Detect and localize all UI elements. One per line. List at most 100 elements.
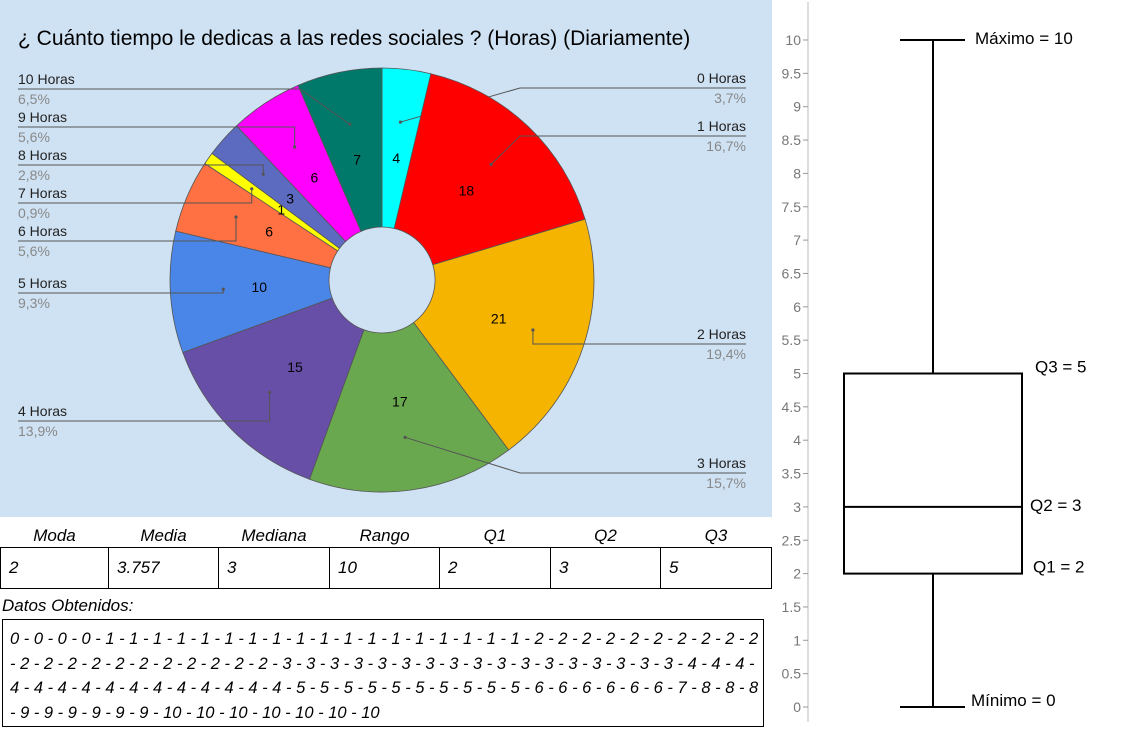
datos-title: Datos Obtenidos: <box>2 596 134 615</box>
leader-dot-2-horas <box>531 328 535 332</box>
pie-legend-label-8-horas: 8 Horas <box>18 147 67 163</box>
pie-legend-percent-5-horas: 9,3% <box>18 295 50 311</box>
pie-legend-percent-8-horas: 2,8% <box>18 167 50 183</box>
pie-legend-label-3-horas: 3 Horas <box>697 455 746 471</box>
pie-value-label-7-horas: 1 <box>277 201 285 217</box>
leader-line-2-horas <box>532 330 746 345</box>
pie-legend-percent-1-horas: 16,7% <box>706 138 746 154</box>
leader-line-3-horas <box>404 436 746 474</box>
min-label: Mínimo = 0 <box>971 691 1056 710</box>
stats-value-q1: 2 <box>439 547 551 589</box>
leader-dot-0-horas <box>398 120 403 124</box>
stats-value-moda: 2 <box>0 547 109 589</box>
pie-value-label-6-horas: 6 <box>265 223 273 239</box>
leader-dot-1-horas <box>489 162 493 166</box>
y-tick-label-2-5: 2.5 <box>782 532 802 548</box>
stats-value-mediana: 3 <box>218 547 330 589</box>
pie-legend-label-10-horas: 10 Horas <box>18 71 75 87</box>
y-tick-label-6: 6 <box>793 299 801 315</box>
pie-legend-percent-6-horas: 5,6% <box>18 243 50 259</box>
leader-line-6-horas <box>18 217 237 242</box>
q2-label: Q2 = 3 <box>1030 496 1082 515</box>
stats-header-q2: Q2 <box>594 526 617 545</box>
stats-value-row: 2 3.757 3 10 2 3 5 <box>0 547 772 589</box>
pie-legend-percent-4-horas: 13,9% <box>18 423 58 439</box>
y-tick-label-1: 1 <box>793 632 801 648</box>
pie-legend-percent-9-horas: 5,6% <box>18 129 50 145</box>
leader-dot-6-horas <box>234 215 238 219</box>
stats-table: Moda Media Mediana Rango Q1 Q2 Q3 2 3.75… <box>0 525 772 589</box>
pie-chart-panel: 4 0 Horas 3,7% 18 1 Horas 16,7% 21 2 Horas 19,4%… <box>0 0 772 517</box>
y-tick-label-6-5: 6.5 <box>782 265 802 281</box>
leader-line-10-horas <box>18 88 351 125</box>
y-tick-label-8: 8 <box>793 165 801 181</box>
leader-dot-8-horas <box>261 172 265 176</box>
pie-legend-label-9-horas: 9 Horas <box>18 109 67 125</box>
leader-line-9-horas <box>18 126 296 148</box>
y-tick-label-9-5: 9.5 <box>782 65 802 81</box>
y-tick-label-9: 9 <box>793 99 801 115</box>
stats-header-media: Media <box>140 526 187 545</box>
max-label: Máximo = 10 <box>975 29 1073 48</box>
stats-value-q2: 3 <box>550 547 661 589</box>
pie-slice-2-horas <box>413 218 595 451</box>
pie-legend-percent-0-horas: 3,7% <box>714 90 746 106</box>
box-plot: 0 0.5 1 1.5 2 2.5 3 3.5 4 4.5 5 5.5 6 6.5 7 7.5 8 8.5 9 9.5… <box>782 2 1087 722</box>
pie-slice-5-horas <box>169 230 333 354</box>
pie-slice-4-horas <box>182 297 365 480</box>
y-tick-label-3: 3 <box>793 499 801 515</box>
leader-dot-9-horas <box>293 145 297 149</box>
pie-legend-label-4-horas: 4 Horas <box>18 403 67 419</box>
pie-value-label-4-horas: 15 <box>287 359 303 375</box>
y-tick-label-10: 10 <box>785 32 801 48</box>
y-tick-label-8-5: 8.5 <box>782 132 802 148</box>
box-iqr <box>843 372 1023 575</box>
pie-chart-title: ¿ Cuánto tiempo le dedicas a las redes s… <box>18 27 691 50</box>
y-tick-label-7-5: 7.5 <box>782 199 802 215</box>
stats-header-row: Moda Media Mediana Rango Q1 Q2 Q3 <box>1 525 772 548</box>
leader-dot-7-horas <box>250 187 254 191</box>
leader-dot-10-horas <box>348 122 352 126</box>
y-tick-label-5: 5 <box>793 366 801 382</box>
y-tick-label-4-5: 4.5 <box>782 399 802 415</box>
stats-header-q3: Q3 <box>704 526 728 545</box>
pie-value-label-2-horas: 21 <box>491 311 507 327</box>
pie-value-label-5-horas: 10 <box>251 279 267 295</box>
pie-slice-1-horas <box>393 73 586 266</box>
y-tick-label-2: 2 <box>793 566 801 582</box>
stats-value-media: 3.757 <box>108 547 219 589</box>
pie-legend-label-2-horas: 2 Horas <box>697 326 746 342</box>
y-tick-label-7: 7 <box>793 232 801 248</box>
pie-value-label-10-horas: 7 <box>353 152 361 168</box>
pie-legend-label-5-horas: 5 Horas <box>18 275 67 291</box>
y-tick-label-4: 4 <box>793 432 801 448</box>
pie-value-label-1-horas: 18 <box>459 183 475 199</box>
stats-header-q1: Q1 <box>483 526 507 545</box>
leader-dot-4-horas <box>267 390 272 395</box>
leader-line-8-horas <box>18 164 264 175</box>
leader-line-1-horas <box>490 135 746 165</box>
pie-legend-percent-2-horas: 19,4% <box>706 346 746 362</box>
q3-label: Q3 = 5 <box>1035 358 1087 377</box>
stats-value-q3: 5 <box>660 547 772 589</box>
y-tick-label-5-5: 5.5 <box>782 332 802 348</box>
pie-value-label-0-horas: 4 <box>392 150 400 166</box>
pie-legend-percent-10-horas: 6,5% <box>18 91 50 107</box>
leader-line-7-horas <box>18 188 253 204</box>
stats-value-rango: 10 <box>329 547 440 589</box>
pie-legend-percent-3-horas: 15,7% <box>706 475 746 491</box>
y-tick-label-1-5: 1.5 <box>782 599 802 615</box>
datos-text: 0 - 0 - 0 - 0 - 1 - 1 - 1 - 1 - 1 - 1 - … <box>2 619 764 727</box>
pie-legend-label-6-horas: 6 Horas <box>18 223 67 239</box>
pie-chart: 4 0 Horas 3,7% 18 1 Horas 16,7% 21 2 Horas 19,4%… <box>18 67 746 493</box>
q1-label: Q1 = 2 <box>1033 558 1085 577</box>
pie-legend-label-7-horas: 7 Horas <box>18 185 67 201</box>
leader-dot-5-horas <box>221 287 225 291</box>
pie-slice-3-horas <box>308 321 510 493</box>
stats-header-rango: Rango <box>359 526 410 545</box>
y-tick-label-0-5: 0.5 <box>782 666 802 682</box>
pie-slice-10-horas <box>297 67 383 232</box>
pie-value-label-3-horas: 17 <box>392 394 408 410</box>
pie-legend-label-0-horas: 0 Horas <box>697 70 746 86</box>
stats-header-mediana: Mediana <box>241 526 307 545</box>
